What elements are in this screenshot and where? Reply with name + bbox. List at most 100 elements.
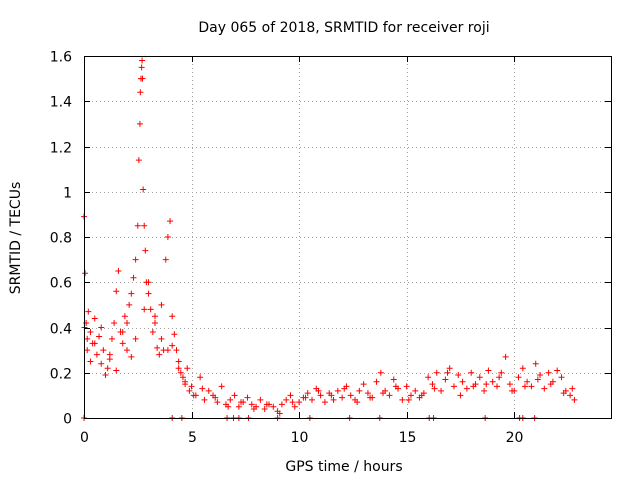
data-point (317, 392, 324, 399)
data-point (261, 405, 268, 412)
x-tick-label: 0 (80, 430, 89, 446)
data-point (386, 392, 393, 399)
data-point (141, 222, 148, 229)
data-point (175, 358, 182, 365)
data-point (455, 372, 462, 379)
data-point (84, 335, 91, 342)
data-point (199, 385, 206, 392)
data-point (537, 372, 544, 379)
data-point (141, 306, 148, 313)
data-point (235, 403, 242, 410)
data-point (188, 383, 195, 390)
data-point (373, 378, 380, 385)
data-point (135, 157, 142, 164)
data-point (302, 394, 309, 401)
y-tick-label: 0.4 (50, 322, 72, 338)
data-point (403, 383, 410, 390)
y-axis-label: SRMTID / TECUs (8, 182, 24, 295)
data-point (528, 383, 535, 390)
data-point (244, 394, 251, 401)
data-point (405, 396, 412, 403)
data-point (134, 222, 141, 229)
data-point (476, 374, 483, 381)
data-point (360, 381, 367, 388)
data-point (91, 340, 98, 347)
data-point (140, 186, 147, 193)
data-point (438, 387, 445, 394)
data-point (164, 347, 171, 354)
data-point (87, 358, 94, 365)
data-point (149, 329, 156, 336)
data-point (450, 383, 457, 390)
data-point (558, 374, 565, 381)
data-point (502, 353, 509, 360)
data-point (130, 274, 137, 281)
data-point (147, 306, 154, 313)
data-point (145, 279, 152, 286)
data-point (524, 378, 531, 385)
data-point (151, 313, 158, 320)
data-point (186, 387, 193, 394)
data-point (515, 374, 522, 381)
data-point (85, 308, 92, 315)
data-point (334, 387, 341, 394)
data-point (175, 365, 182, 372)
data-point (519, 365, 526, 372)
data-point (569, 385, 576, 392)
data-point (545, 369, 552, 376)
data-point (339, 394, 346, 401)
data-point (137, 89, 144, 96)
data-point (412, 387, 419, 394)
x-tick-label: 20 (506, 430, 524, 446)
data-point (124, 347, 131, 354)
data-point (377, 369, 384, 376)
grid-layer (84, 56, 611, 418)
data-point (98, 360, 105, 367)
data-point (167, 218, 174, 225)
data-point (182, 378, 189, 385)
data-point (169, 342, 176, 349)
data-point (113, 367, 120, 374)
data-point (136, 120, 143, 127)
data-point (418, 392, 425, 399)
data-point (571, 396, 578, 403)
data-point (425, 374, 432, 381)
data-point (139, 75, 146, 82)
data-point (354, 399, 361, 406)
data-point (276, 410, 283, 417)
data-point (126, 301, 133, 308)
y-tick-label: 0 (63, 412, 72, 428)
data-point (201, 396, 208, 403)
data-point (238, 399, 245, 406)
data-point (197, 374, 204, 381)
data-point (248, 401, 255, 408)
data-point (128, 353, 135, 360)
data-point (87, 329, 94, 336)
data-point (446, 365, 453, 372)
data-point (177, 369, 184, 376)
y-tick-label: 0.8 (50, 231, 72, 247)
data-point (289, 399, 296, 406)
data-point (102, 372, 109, 379)
x-tick-label: 5 (188, 430, 197, 446)
data-point (498, 369, 505, 376)
data-point (225, 403, 232, 410)
data-point (184, 365, 191, 372)
data-point (91, 315, 98, 322)
y-tick-label: 1 (63, 186, 72, 202)
data-point (106, 356, 113, 363)
data-point (132, 256, 139, 263)
data-point (356, 387, 363, 394)
data-point (173, 347, 180, 354)
data-point (100, 347, 107, 354)
data-point (459, 378, 466, 385)
data-point (534, 376, 541, 383)
data-point (283, 396, 290, 403)
data-point (287, 392, 294, 399)
data-point (347, 392, 354, 399)
data-point (82, 270, 89, 277)
data-point (158, 335, 165, 342)
data-point (429, 381, 436, 388)
data-point (442, 376, 449, 383)
